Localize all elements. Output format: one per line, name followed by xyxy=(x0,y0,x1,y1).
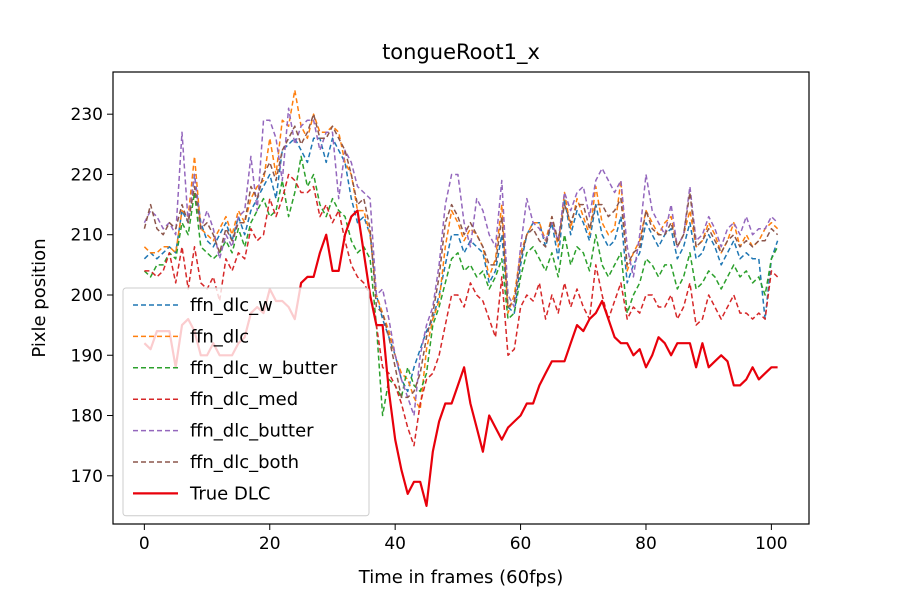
legend-label: ffn_dlc_both xyxy=(190,452,299,473)
y-tick-label: 220 xyxy=(71,165,103,185)
x-tick-label: 40 xyxy=(384,534,406,554)
chart-title: tongueRoot1_x xyxy=(382,40,540,65)
y-tick-label: 210 xyxy=(71,226,103,246)
y-axis-label: Pixle position xyxy=(29,238,50,357)
y-tick-label: 200 xyxy=(71,286,103,306)
x-tick-label: 100 xyxy=(755,534,787,554)
legend-label: True DLC xyxy=(189,483,270,504)
y-axis: 170 180 190 200 210 220 230 xyxy=(71,105,113,487)
series-line-ffn-dlc xyxy=(143,89,779,411)
legend-label: ffn_dlc_w xyxy=(190,295,273,316)
x-axis: 0 20 40 60 80 100 xyxy=(139,524,788,554)
series-line-ffn-dlc-w-butter xyxy=(143,155,779,417)
legend-label: ffn_dlc_w_butter xyxy=(190,358,338,379)
legend: ffn_dlc_w ffn_dlc ffn_dlc_w_butter ffn_dlc_… xyxy=(122,287,370,517)
x-tick-label: 0 xyxy=(139,534,150,554)
series-line-ffn-dlc-w xyxy=(143,137,779,393)
legend-box xyxy=(122,287,370,517)
series-line-ffn-dlc-med xyxy=(144,173,779,447)
x-axis-label: Time in frames (60fps) xyxy=(358,567,563,588)
plot-lines xyxy=(143,89,779,507)
plot-frame xyxy=(112,71,810,525)
x-tick-label: 60 xyxy=(510,534,532,554)
legend-label: ffn_dlc_med xyxy=(190,389,298,410)
y-tick-label: 230 xyxy=(71,105,103,125)
x-tick-label: 80 xyxy=(635,534,657,554)
x-tick-label: 20 xyxy=(259,534,281,554)
legend-label: ffn_dlc xyxy=(190,326,249,347)
y-tick-label: 180 xyxy=(71,407,103,427)
y-tick-label: 170 xyxy=(71,467,103,487)
legend-label: ffn_dlc_butter xyxy=(190,421,314,442)
y-tick-label: 190 xyxy=(71,346,103,366)
series-line-ffn-dlc-both xyxy=(143,113,779,399)
series-line-ffn-dlc-butter xyxy=(143,107,779,417)
